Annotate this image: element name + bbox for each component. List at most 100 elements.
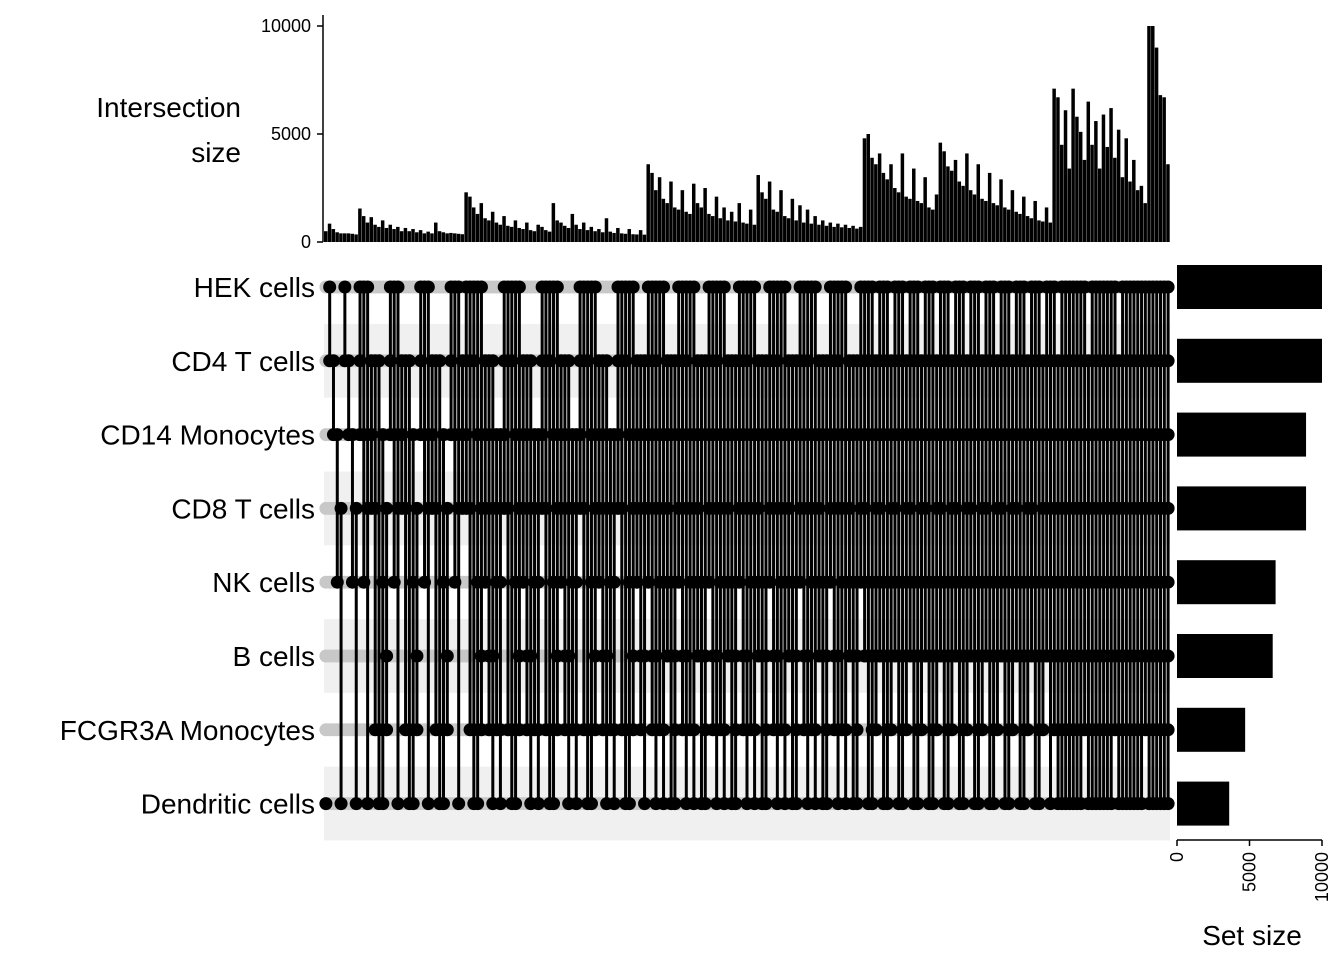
intersection-bar xyxy=(623,233,628,242)
intersection-bar xyxy=(718,218,723,242)
matrix-dot-filled xyxy=(569,797,583,811)
set-label: FCGR3A Monocytes xyxy=(60,715,315,746)
matrix-dot-filled xyxy=(452,797,466,811)
intersection-bar xyxy=(1010,190,1015,242)
intersection-bar xyxy=(456,233,461,242)
intersection-bar xyxy=(339,233,343,242)
intersection-bar xyxy=(597,229,601,242)
intersection-bar xyxy=(396,226,400,242)
intersection-bar xyxy=(1041,221,1045,242)
intersection-bar xyxy=(604,218,609,242)
matrix-dot-filled xyxy=(524,354,538,368)
set-size-bar xyxy=(1177,265,1322,309)
intersection-bar xyxy=(430,233,434,242)
intersection-bar xyxy=(775,211,779,242)
intersection-matrix xyxy=(319,280,1175,811)
intersection-bar xyxy=(407,231,411,242)
intersection-bar xyxy=(585,230,590,242)
intersection-bar xyxy=(824,225,829,242)
matrix-dot-filled xyxy=(1161,354,1175,368)
matrix-dot-filled xyxy=(1017,797,1031,811)
intersection-bar xyxy=(661,198,666,242)
intersection-bar xyxy=(578,229,582,242)
set-size-bar xyxy=(1177,486,1307,531)
matrix-dot-filled xyxy=(839,723,853,737)
set-label: CD14 Monocytes xyxy=(100,420,315,451)
matrix-dot-filled xyxy=(1006,723,1020,737)
intersection-bar xyxy=(710,216,715,242)
matrix-dot-filled xyxy=(440,723,454,737)
intersection-bar xyxy=(729,211,734,242)
matrix-dot-filled xyxy=(440,501,454,515)
matrix-dot-filled xyxy=(588,280,602,294)
matrix-dot-filled xyxy=(550,280,564,294)
matrix-dot-filled xyxy=(945,723,959,737)
intersection-bar xyxy=(570,213,575,242)
intersection-bar xyxy=(1109,108,1113,242)
matrix-dot-filled xyxy=(512,280,526,294)
matrix-dot-filled xyxy=(687,280,701,294)
matrix-stripe xyxy=(324,804,1170,841)
intersection-bar xyxy=(517,227,521,242)
matrix-dot-filled xyxy=(330,428,344,442)
set-size-axis-tick-label: 0 xyxy=(1167,852,1187,862)
intersection-bar xyxy=(691,183,696,242)
matrix-dot-filled xyxy=(402,354,416,368)
intersection-bar xyxy=(563,225,567,242)
matrix-dot-filled xyxy=(547,797,561,811)
intersection-bar xyxy=(764,198,768,242)
set-size-bar xyxy=(1177,781,1230,826)
intersection-bar xyxy=(627,229,631,242)
intersection-bar xyxy=(802,222,806,242)
matrix-dot-filled xyxy=(865,797,879,811)
intersection-bar xyxy=(619,233,624,242)
intersection-bar xyxy=(513,220,518,242)
intersection-bar xyxy=(498,224,502,242)
intersection-bar xyxy=(521,229,525,242)
matrix-dot-filled xyxy=(376,797,390,811)
matrix-dot-filled xyxy=(493,797,507,811)
intersection-bar xyxy=(885,179,889,242)
set-label: Dendritic cells xyxy=(141,789,315,820)
matrix-dot-filled xyxy=(956,797,970,811)
matrix-dot-filled xyxy=(406,797,420,811)
intersection-bar xyxy=(1143,203,1147,242)
intersection-bar xyxy=(756,175,760,242)
intersection-bar xyxy=(813,216,817,242)
intersection-bar xyxy=(358,208,362,242)
matrix-dot-filled xyxy=(915,723,929,737)
intersection-bar xyxy=(1067,168,1072,242)
intersection-bar xyxy=(836,223,840,242)
intersection-bar xyxy=(839,227,844,242)
intersection-bar xyxy=(551,203,556,242)
intersection-bar xyxy=(1063,110,1068,243)
intersection-bar xyxy=(673,207,677,242)
intersection-bar xyxy=(896,192,901,242)
matrix-dot-filled xyxy=(657,723,671,737)
intersection-bar xyxy=(532,231,537,242)
intersection-bar xyxy=(415,232,419,242)
intersection-bar xyxy=(733,221,738,242)
matrix-dot-filled xyxy=(410,501,424,515)
intersection-bar xyxy=(984,200,988,242)
intersection-bar xyxy=(1132,159,1136,242)
intersection-bar xyxy=(995,205,999,242)
intersection-bar xyxy=(843,224,848,242)
intersection-bar xyxy=(452,233,457,242)
intersection-bar xyxy=(460,234,465,242)
matrix-dot-filled xyxy=(930,723,944,737)
intersection-bar xyxy=(1154,47,1159,242)
intersection-bar xyxy=(528,230,533,242)
intersection-bar xyxy=(851,225,855,242)
matrix-dot-filled xyxy=(1161,428,1175,442)
intersection-bar xyxy=(1105,146,1109,242)
intersection-bar xyxy=(471,207,476,242)
intersection-bar xyxy=(1025,216,1030,242)
matrix-dot-filled xyxy=(440,649,454,663)
set-size-bar xyxy=(1177,338,1322,383)
intersection-bar xyxy=(866,134,870,242)
matrix-dot-filled xyxy=(361,797,375,811)
intersection-bar xyxy=(980,198,984,242)
matrix-dot-filled xyxy=(437,797,450,811)
intersection-bar xyxy=(665,203,669,242)
